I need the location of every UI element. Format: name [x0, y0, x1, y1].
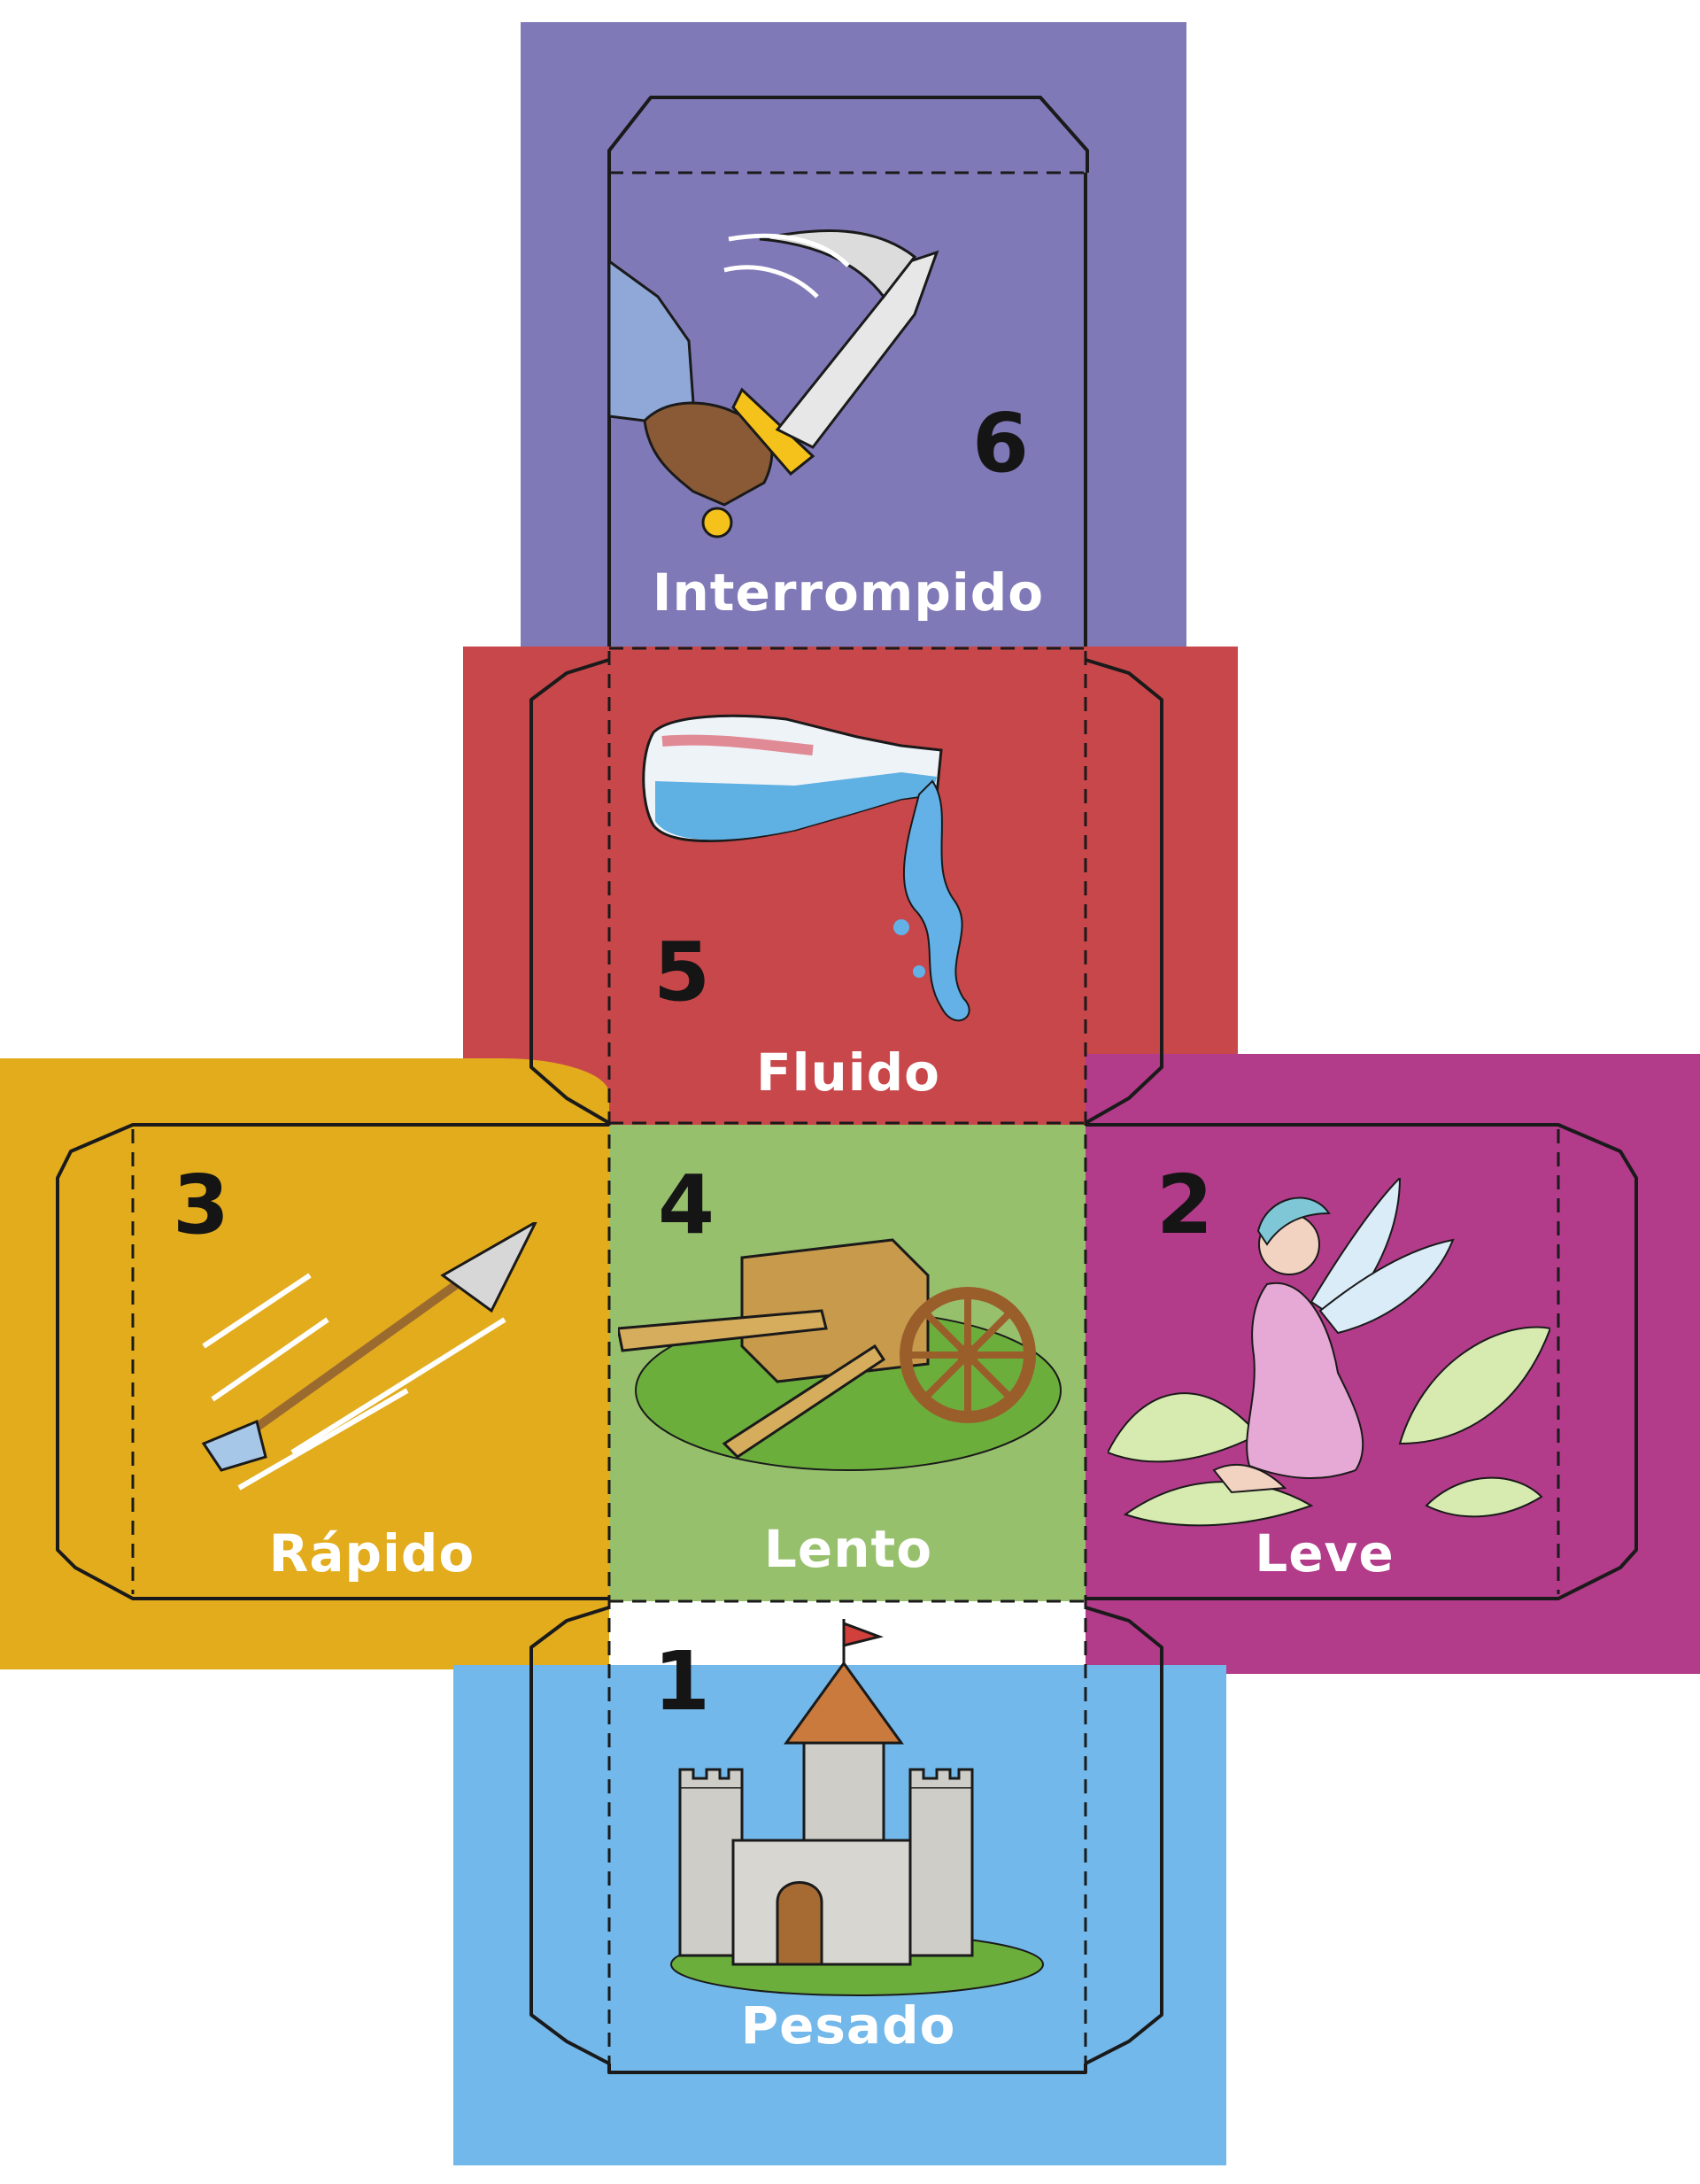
face-number: 3 [173, 1158, 230, 1252]
castle-icon [670, 1619, 1044, 1996]
face-one: 1 Pesado [609, 1601, 1087, 2079]
wooden-cart-icon [618, 1238, 1062, 1471]
background-yellow [0, 1058, 609, 1669]
face-number: 1 [653, 1634, 711, 1729]
face-four: 4 Lento [609, 1125, 1087, 1603]
face-number: 4 [658, 1158, 715, 1252]
face-label: Interrompido [652, 562, 1045, 623]
sword-strike-icon [609, 229, 939, 538]
face-number: 5 [653, 925, 711, 1019]
face-label: Lento [763, 1519, 933, 1579]
face-six: 6 Interrompido [609, 173, 1087, 651]
face-label: Pesado [740, 1995, 956, 2056]
background-magenta [1086, 1054, 1700, 1674]
pouring-bottle-icon [642, 714, 970, 1022]
face-three: 3 Rápido [133, 1125, 611, 1603]
face-number: 2 [1156, 1158, 1214, 1252]
background-red [463, 647, 1238, 1125]
face-label: Rápido [268, 1523, 475, 1584]
face-label: Fluido [755, 1042, 941, 1103]
flying-arrow-icon [201, 1222, 537, 1491]
fairy-icon [1108, 1178, 1550, 1527]
face-five: 5 Fluido [609, 648, 1087, 1127]
face-number: 6 [972, 396, 1030, 491]
face-label: Leve [1255, 1523, 1395, 1584]
face-two: 2 Leve [1086, 1125, 1564, 1603]
